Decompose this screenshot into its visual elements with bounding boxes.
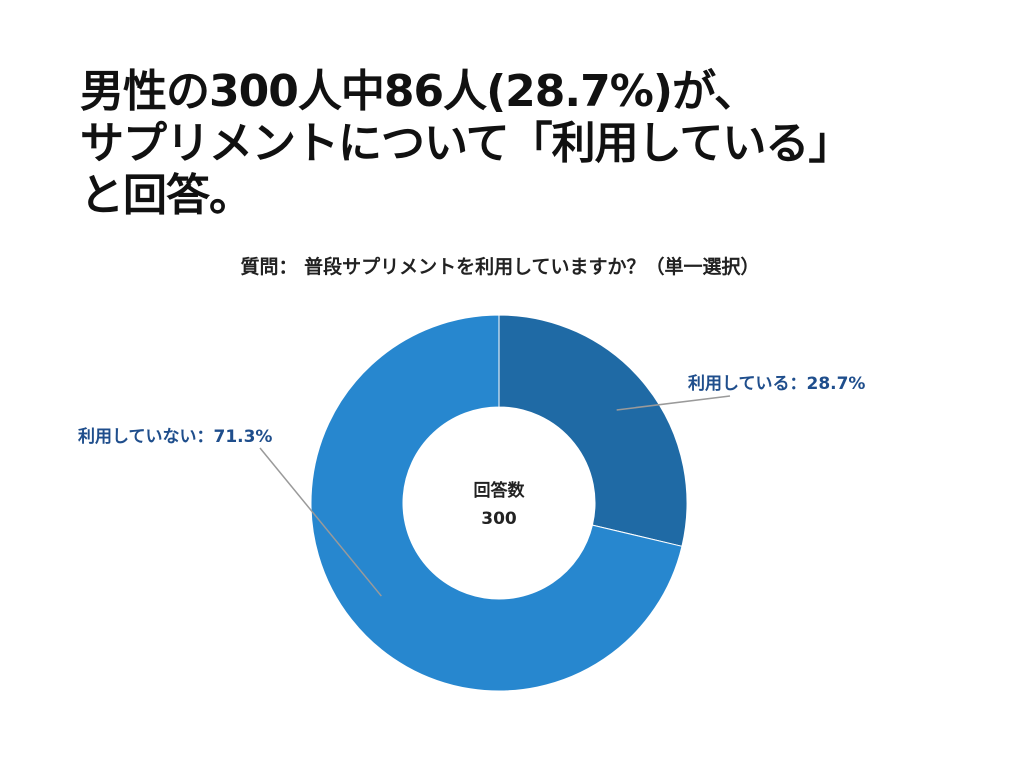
donut-slice-0 bbox=[498, 314, 688, 547]
slice-label-0: 利用している：28.7% bbox=[688, 373, 865, 394]
slice-labels: 利用している：28.7% 利用していない：71.3% bbox=[78, 373, 865, 447]
donut-slices bbox=[310, 314, 688, 692]
leader-line-1 bbox=[259, 447, 382, 597]
leader-line-0 bbox=[616, 395, 731, 411]
headline-line-2: サプリメントについて「利用している」 bbox=[80, 118, 852, 169]
headline: 男性の300人中86人(28.7%)が、 サプリメントについて「利用している」 … bbox=[80, 66, 980, 222]
headline-line-3: と回答。 bbox=[80, 170, 253, 221]
leader-lines bbox=[259, 395, 731, 597]
question-text: 質問： 普段サプリメントを利用していますか？（単一選択） bbox=[240, 256, 760, 278]
center-value: 300 bbox=[481, 509, 517, 529]
center-label: 回答数 bbox=[474, 480, 526, 501]
donut-slice-1 bbox=[310, 314, 683, 692]
headline-line-1: 男性の300人中86人(28.7%)が、 bbox=[80, 66, 758, 117]
slice-label-1: 利用していない：71.3% bbox=[78, 426, 272, 447]
